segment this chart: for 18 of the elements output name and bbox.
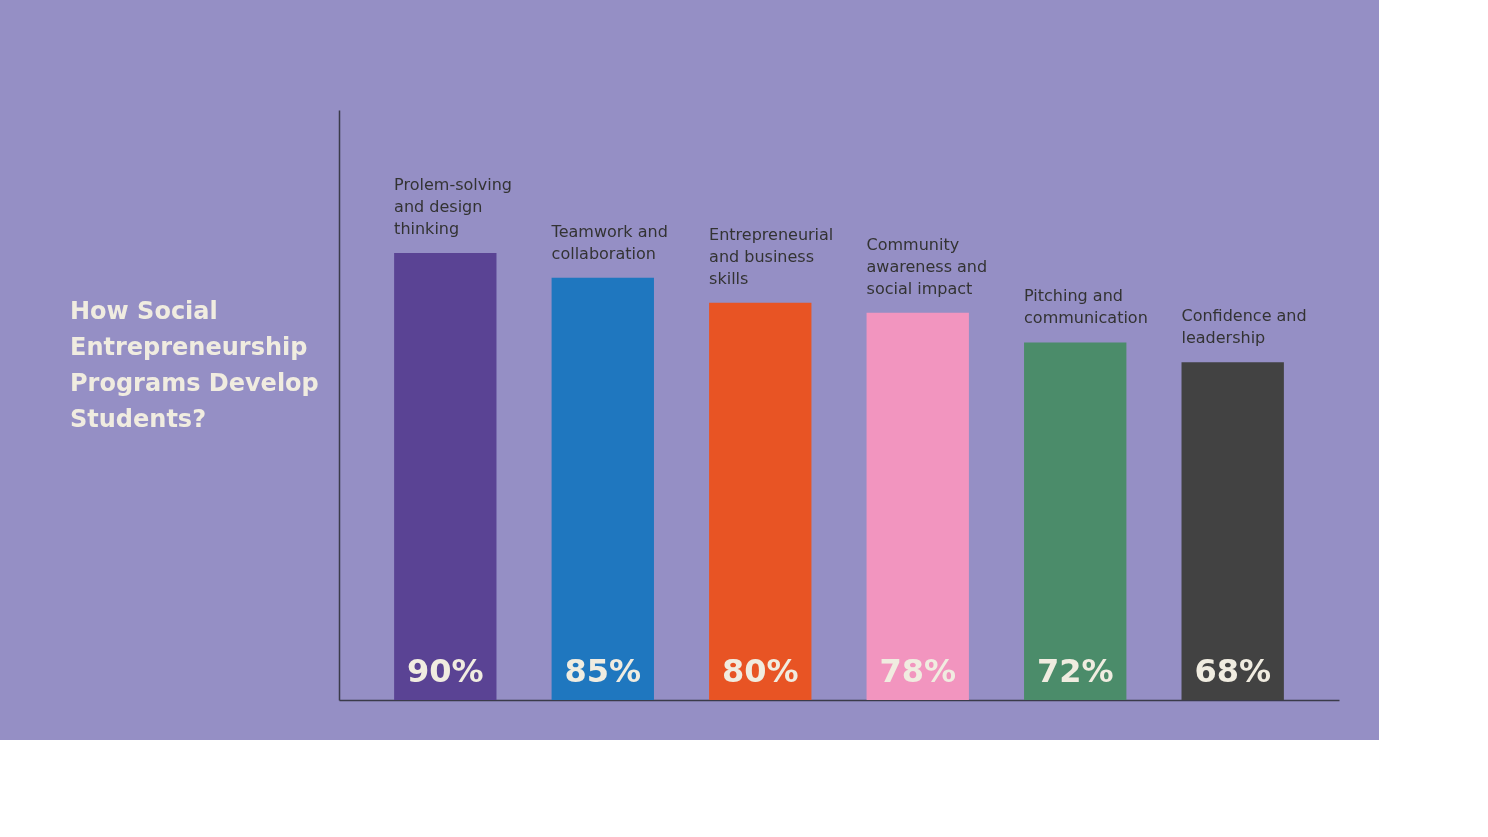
- x-tick-label: Prolem-solving and design thinking: [394, 175, 512, 239]
- x-tick-label: Confidence and leadership: [1181, 306, 1307, 348]
- bar: [551, 277, 654, 700]
- x-tick-label: Community awareness and social impact: [866, 234, 988, 298]
- data-label: 90%: [407, 652, 484, 690]
- bar: [394, 253, 497, 700]
- x-tick-label: Entrepreneurial and business skills: [709, 224, 834, 288]
- data-label: 78%: [879, 652, 957, 690]
- data-label: 68%: [1194, 652, 1271, 690]
- x-tick-label: Pitching and communication: [1024, 286, 1148, 328]
- data-label: 72%: [1036, 652, 1114, 690]
- bar: [866, 312, 969, 700]
- text: How Social Entrepreneurship Programs Develop Students?: [70, 297, 319, 433]
- x-tick-label: Teamwork and collaboration: [550, 221, 668, 263]
- bar: [1024, 342, 1127, 700]
- data-label: 80%: [721, 652, 799, 690]
- data-label: 85%: [564, 652, 642, 690]
- bar: [709, 302, 812, 700]
